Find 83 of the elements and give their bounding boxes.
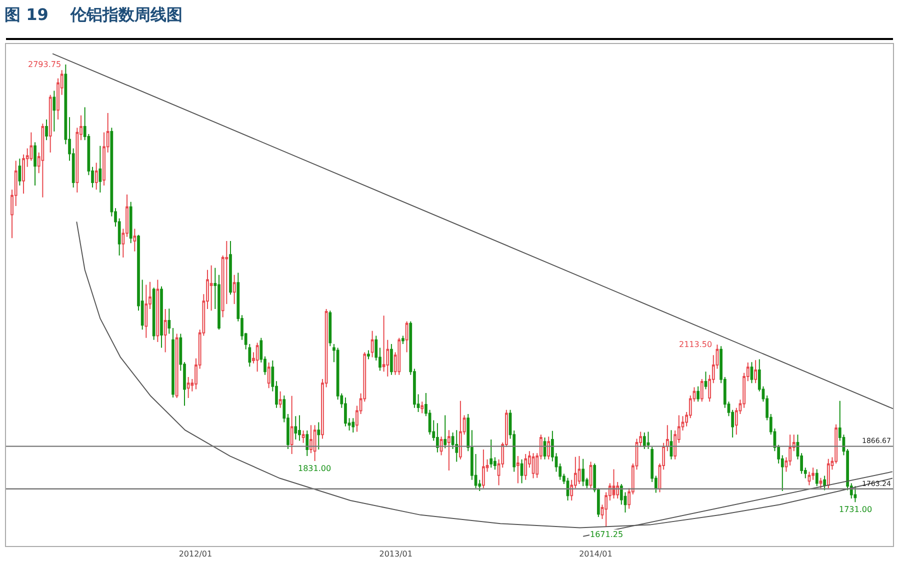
candlestick: [448, 430, 450, 471]
candlestick: [306, 430, 309, 457]
candlestick: [826, 458, 830, 489]
annotation: 1671.25: [590, 530, 624, 539]
candlestick: [382, 315, 386, 372]
candlestick: [670, 430, 673, 460]
candlestick: [696, 386, 700, 402]
candlestick: [98, 145, 102, 193]
candlestick: [41, 123, 44, 198]
candlestick: [516, 456, 520, 484]
candlestick: [302, 430, 305, 444]
candlestick: [582, 458, 585, 487]
candlestick: [808, 471, 811, 486]
candlestick: [390, 344, 393, 376]
candlestick: [367, 350, 370, 360]
candlestick: [256, 342, 259, 372]
candlestick: [398, 337, 401, 376]
candlestick: [455, 430, 458, 462]
candlestick: [490, 439, 493, 468]
candlestick: [313, 424, 316, 462]
candlestick: [589, 461, 592, 489]
candlestick: [164, 308, 167, 353]
candlestick: [420, 401, 424, 414]
candlestick: [646, 431, 650, 450]
candlestick: [267, 362, 270, 389]
candlestick: [175, 333, 178, 398]
candlestick: [45, 119, 48, 141]
candlestick: [172, 327, 174, 398]
candlestick: [459, 400, 462, 460]
annotation: 1831.00: [298, 464, 332, 473]
candlestick: [34, 142, 36, 186]
candlestick: [524, 453, 528, 480]
candlestick: [700, 378, 704, 402]
candlestick: [52, 90, 56, 132]
candlestick: [317, 422, 320, 450]
annotation: 2113.50: [679, 340, 712, 349]
candlestick: [854, 486, 857, 503]
candlestick: [532, 452, 535, 479]
candlestick: [612, 468, 616, 499]
candlestick: [298, 414, 301, 442]
candlestick: [547, 436, 550, 460]
candlestick: [754, 360, 758, 384]
annotation: 1731.00: [839, 505, 872, 514]
candlestick: [144, 284, 148, 338]
x-tick-label: 2014/01: [579, 550, 612, 559]
candlestick: [229, 240, 232, 296]
candlestick: [344, 397, 347, 427]
annotation: 2793.75: [28, 60, 62, 69]
candlestick: [405, 320, 408, 353]
candlestick: [370, 330, 374, 358]
candlestick: [133, 228, 136, 252]
candlestick: [819, 477, 822, 489]
candlestick: [94, 162, 98, 190]
candlestick: [815, 468, 818, 487]
candlestick: [48, 94, 52, 153]
x-tick-label: 2013/01: [379, 550, 412, 559]
candlestick: [156, 279, 160, 342]
candlestick: [520, 458, 524, 484]
candlestick: [352, 418, 355, 434]
candlestick: [18, 158, 22, 186]
candlestick: [152, 287, 156, 340]
candlestick: [704, 371, 708, 390]
candlestick: [168, 308, 171, 334]
candlestick: [666, 424, 669, 452]
candlestick: [278, 390, 282, 408]
candlestick: [436, 422, 439, 453]
candlestick: [642, 432, 646, 450]
candlestick: [823, 475, 826, 491]
candlestick: [444, 414, 447, 449]
candlestick: [160, 286, 163, 348]
candlestick: [232, 274, 236, 305]
candlestick: [186, 376, 190, 398]
candlestick: [328, 310, 332, 347]
candlestick: [294, 416, 298, 440]
candlestick: [578, 456, 581, 485]
x-tick-label: 2012/01: [178, 550, 212, 559]
candlestick: [290, 395, 294, 454]
candlestick: [210, 264, 213, 312]
candlestick: [402, 335, 404, 345]
chart-title: 图 19 伦铝指数周线图: [4, 5, 183, 24]
candlestick: [129, 201, 132, 244]
candlestick: [482, 448, 485, 489]
candlestick: [750, 362, 754, 384]
